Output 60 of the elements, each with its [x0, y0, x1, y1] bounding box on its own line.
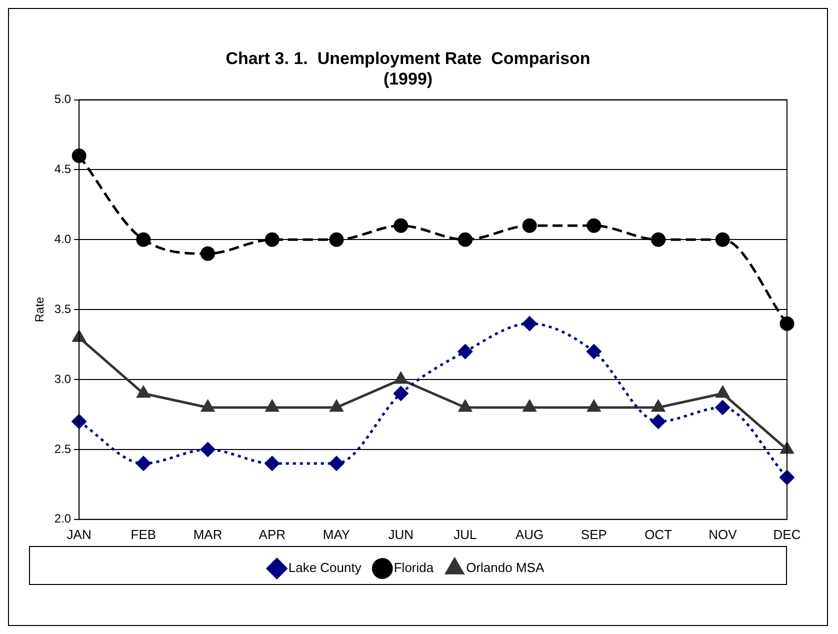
point [523, 400, 536, 412]
point [200, 442, 216, 457]
x-tick-label: JUL [454, 526, 477, 542]
point [136, 232, 151, 247]
x-tick-label: APR [258, 526, 286, 542]
point [329, 456, 344, 471]
x-tick-label: FEB [130, 526, 156, 542]
x-tick-label: MAY [322, 526, 350, 542]
point [72, 148, 86, 163]
y-tick-label: 4.0 [54, 232, 72, 246]
x-tick-label: DEC [773, 526, 801, 542]
point [586, 218, 602, 233]
point [716, 386, 730, 398]
legend-label: Orlando MSA [466, 560, 544, 576]
point [200, 246, 216, 261]
point [780, 442, 794, 454]
point [715, 232, 730, 247]
y-tick-label: 3.5 [54, 302, 72, 316]
point [587, 400, 600, 412]
point [394, 372, 408, 384]
x-tick-label: MAR [193, 526, 222, 542]
point [522, 218, 537, 233]
point [780, 316, 794, 331]
point [458, 344, 472, 359]
point [651, 232, 666, 247]
point [586, 344, 602, 359]
point [264, 232, 280, 247]
point [201, 400, 214, 412]
point [522, 316, 537, 331]
point [136, 456, 151, 471]
y-tick-label: 4.5 [54, 162, 72, 176]
x-tick-label: OCT [644, 526, 672, 542]
point [458, 232, 472, 247]
point [72, 414, 86, 429]
chart-title: Chart 3. 1. Unemployment Rate Comparison (1999) [226, 48, 590, 88]
point [266, 400, 279, 412]
x-tick-label: JAN [66, 526, 92, 542]
y-tick-label: 2.0 [54, 512, 72, 526]
x-tick-label: SEP [580, 526, 607, 542]
y-axis-title: Rate [32, 296, 47, 322]
point [458, 400, 472, 412]
y-tick-label: 3.0 [54, 372, 72, 386]
point [394, 386, 408, 401]
legend-label: Lake County [288, 560, 362, 576]
point [780, 470, 794, 485]
point [264, 456, 280, 471]
point [330, 400, 343, 412]
point [651, 414, 666, 429]
x-tick-label: AUG [515, 526, 544, 542]
legend-label: Florida [394, 560, 434, 576]
x-tick-label: JUN [388, 526, 414, 542]
point [329, 232, 344, 247]
point [652, 400, 665, 412]
point [136, 386, 150, 398]
y-tick-label: 5.0 [54, 92, 72, 106]
point [715, 400, 730, 415]
point [72, 330, 86, 342]
x-tick-label: NOV [708, 526, 738, 542]
point [394, 218, 408, 233]
y-tick-label: 2.5 [54, 442, 72, 456]
